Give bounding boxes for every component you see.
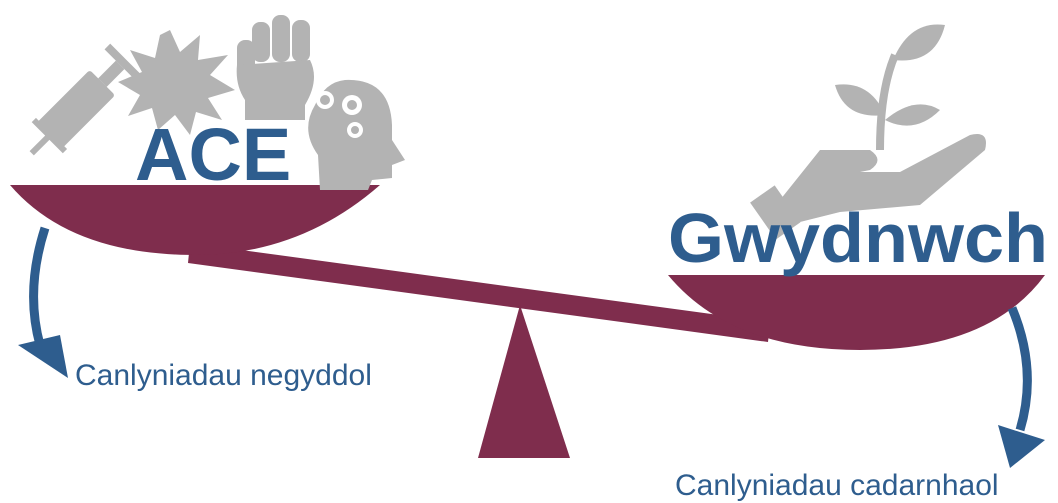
right-outcome: Canlyniadau cadarnhaol: [675, 469, 999, 502]
left-arrow: [29, 226, 50, 347]
head-icon: [308, 79, 405, 190]
right-pan: [668, 275, 1045, 350]
plant-hand-icon: [750, 24, 986, 240]
left-pan: [10, 185, 380, 255]
right-arrowhead: [998, 425, 1045, 468]
right-arrow: [1007, 306, 1032, 432]
fist-icon: [236, 15, 314, 120]
burst-icon: [118, 30, 235, 135]
left-outcome: Canlyniadau negyddol: [75, 359, 372, 392]
left-label: ACE: [135, 113, 291, 196]
fulcrum: [478, 305, 570, 458]
left-arrowhead: [18, 335, 68, 378]
adversity-icons: [29, 15, 405, 190]
syringe-icon: [29, 43, 142, 156]
right-label: Gwydnwch: [668, 199, 1048, 277]
beam: [188, 243, 770, 342]
